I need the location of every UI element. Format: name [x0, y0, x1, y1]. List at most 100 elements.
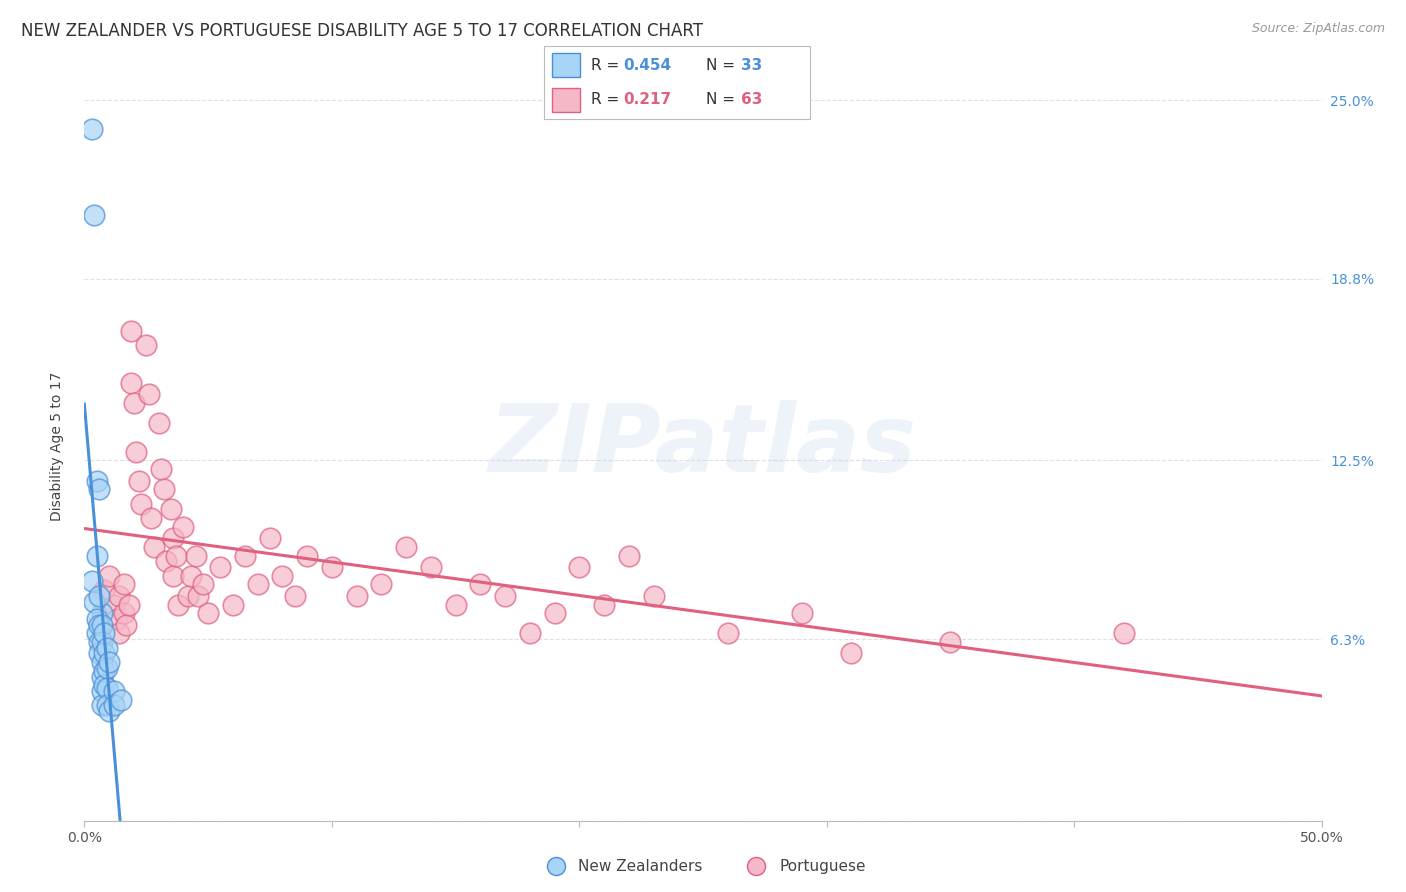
Text: Source: ZipAtlas.com: Source: ZipAtlas.com — [1251, 22, 1385, 36]
Point — [90, 669, 112, 683]
Point — [90, 617, 112, 632]
Point — [86, 549, 108, 563]
Point — [167, 598, 190, 612]
Point — [89, 647, 111, 661]
Point — [246, 577, 269, 591]
Point — [419, 560, 441, 574]
Point — [93, 647, 115, 661]
Point — [395, 540, 418, 554]
Text: R =: R = — [591, 93, 628, 107]
Point — [543, 606, 565, 620]
Point — [128, 474, 150, 488]
Point — [96, 640, 118, 655]
Point — [105, 612, 128, 626]
Point — [89, 589, 111, 603]
Point — [172, 519, 194, 533]
Point — [83, 209, 105, 223]
Point — [89, 482, 111, 496]
Point — [129, 497, 152, 511]
Point — [93, 626, 115, 640]
Point — [142, 540, 165, 554]
Point — [222, 598, 245, 612]
Point — [939, 635, 962, 649]
Point — [841, 647, 863, 661]
Point — [112, 577, 135, 591]
Point — [90, 635, 112, 649]
Point — [86, 612, 108, 626]
Point — [165, 549, 187, 563]
Point — [112, 606, 135, 620]
Y-axis label: Disability Age 5 to 17: Disability Age 5 to 17 — [49, 371, 63, 521]
Text: 63: 63 — [741, 93, 763, 107]
Point — [103, 698, 125, 713]
Text: 33: 33 — [741, 58, 762, 72]
Point — [86, 626, 108, 640]
Point — [717, 626, 740, 640]
Point — [152, 482, 174, 496]
Text: R =: R = — [591, 58, 624, 72]
Point — [617, 549, 640, 563]
Text: N =: N = — [706, 58, 740, 72]
Point — [90, 698, 112, 713]
FancyBboxPatch shape — [553, 53, 579, 78]
Point — [98, 655, 121, 669]
Point — [519, 626, 541, 640]
Point — [790, 606, 813, 620]
Text: 0.217: 0.217 — [624, 93, 672, 107]
Point — [93, 583, 115, 598]
Point — [470, 577, 492, 591]
Point — [103, 684, 125, 698]
FancyBboxPatch shape — [553, 87, 579, 112]
Point — [593, 598, 616, 612]
Point — [184, 549, 207, 563]
Point — [141, 511, 163, 525]
Text: N =: N = — [706, 93, 740, 107]
Point — [160, 502, 183, 516]
Point — [187, 589, 209, 603]
Point — [494, 589, 516, 603]
Point — [90, 655, 112, 669]
Legend: New Zealanders, Portuguese: New Zealanders, Portuguese — [534, 854, 872, 880]
Point — [209, 560, 232, 574]
FancyBboxPatch shape — [544, 46, 810, 119]
Point — [115, 617, 138, 632]
Point — [93, 678, 115, 692]
Point — [120, 324, 142, 338]
Point — [138, 387, 160, 401]
Point — [118, 598, 141, 612]
Text: ZIPatlas: ZIPatlas — [489, 400, 917, 492]
Point — [162, 568, 184, 582]
Point — [271, 568, 294, 582]
Point — [90, 606, 112, 620]
Point — [148, 416, 170, 430]
Point — [103, 598, 125, 612]
Point — [233, 549, 256, 563]
Point — [98, 704, 121, 718]
Point — [80, 122, 103, 136]
Point — [150, 462, 173, 476]
Point — [370, 577, 392, 591]
Point — [284, 589, 307, 603]
Point — [155, 554, 177, 568]
Point — [120, 376, 142, 390]
Point — [108, 589, 131, 603]
Point — [125, 444, 148, 458]
Point — [643, 589, 665, 603]
Point — [177, 589, 200, 603]
Point — [108, 626, 131, 640]
Point — [444, 598, 467, 612]
Point — [180, 568, 202, 582]
Point — [93, 664, 115, 678]
Point — [110, 692, 132, 706]
Point — [135, 338, 157, 352]
Point — [96, 698, 118, 713]
Point — [96, 661, 118, 675]
Point — [162, 531, 184, 545]
Point — [346, 589, 368, 603]
Point — [191, 577, 214, 591]
Point — [90, 684, 112, 698]
Point — [197, 606, 219, 620]
Point — [83, 594, 105, 608]
Point — [98, 568, 121, 582]
Point — [321, 560, 343, 574]
